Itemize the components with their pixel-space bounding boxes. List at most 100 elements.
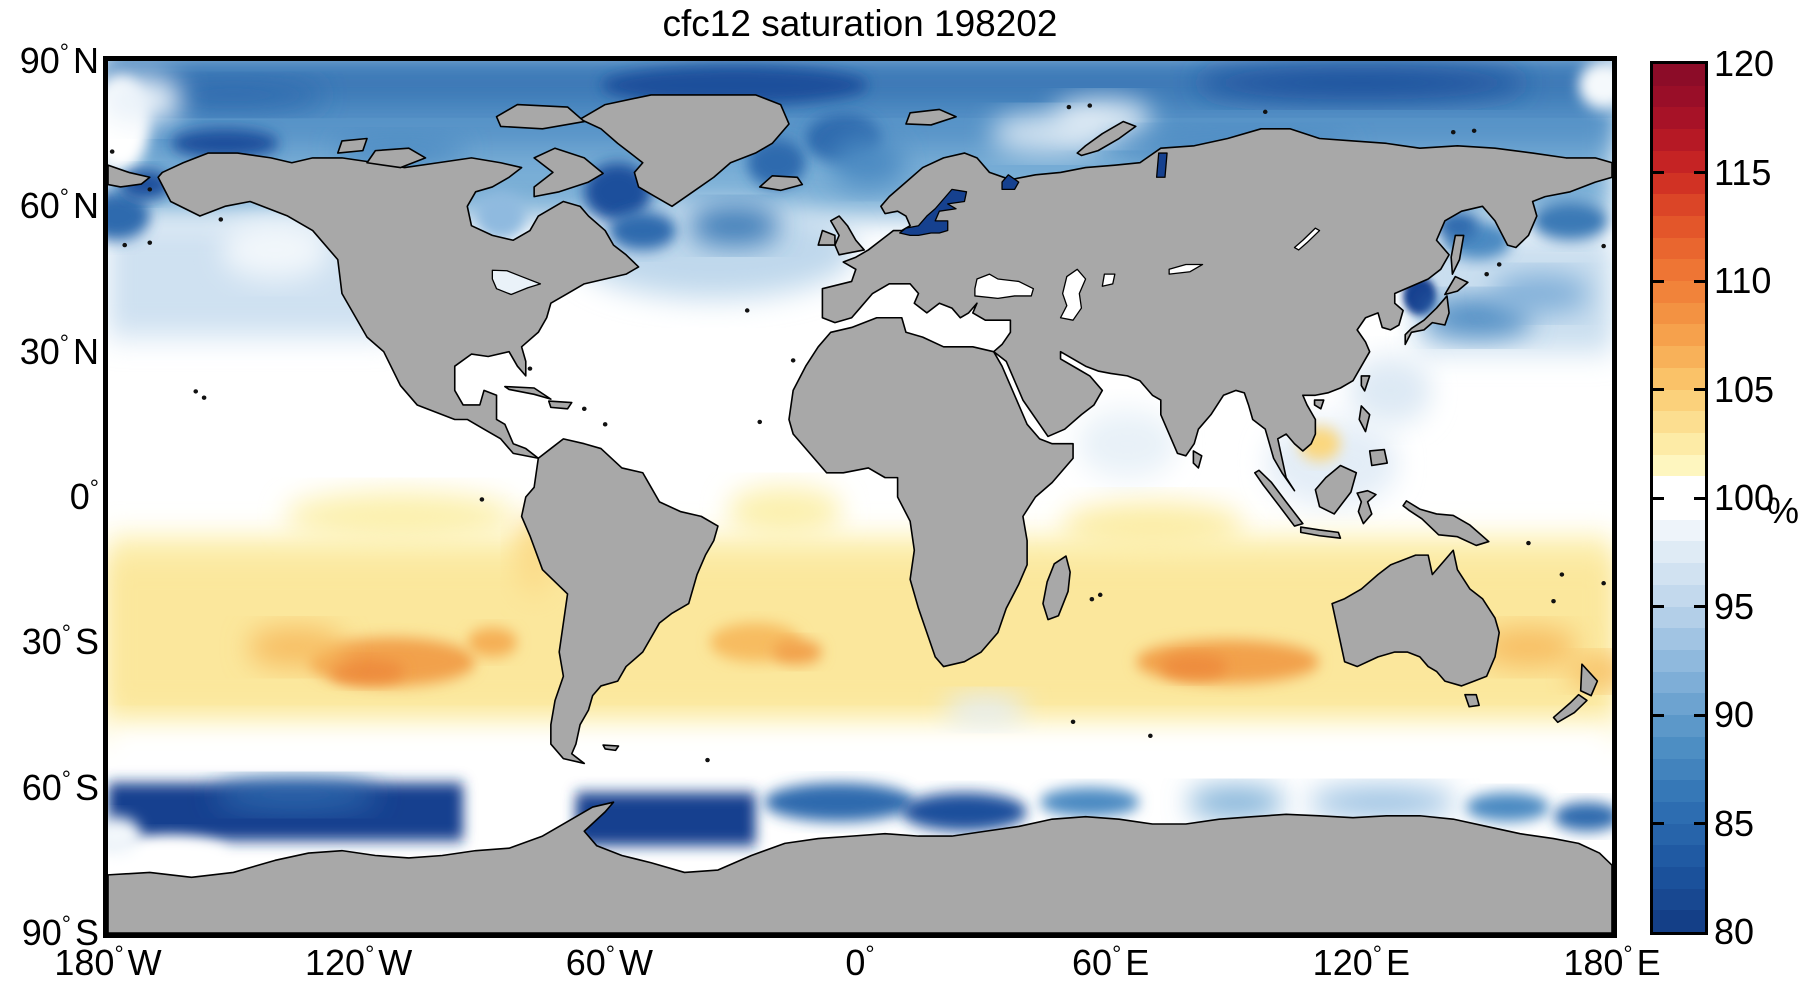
colorbar-segment: [1653, 107, 1705, 130]
colorbar-tick-label: 115: [1714, 151, 1772, 193]
landmass: [1315, 400, 1324, 409]
ocean-field-blob: [212, 780, 380, 810]
ocean-field-blob: [1465, 792, 1550, 822]
y-axis-tick-label: 90° N: [0, 39, 99, 83]
y-axis-tick-label: 60° N: [0, 184, 99, 228]
tick-number: 120: [1312, 942, 1373, 983]
degree-symbol: °: [61, 911, 71, 937]
ocean-field-blob: [1194, 65, 1529, 100]
tick-number: 60: [1072, 942, 1113, 983]
colorbar-segment: [1653, 64, 1705, 86]
ocean-field-blob: [475, 191, 526, 241]
colorbar-tick-label: 110: [1714, 260, 1772, 301]
degree-symbol: °: [59, 329, 69, 356]
hemisphere-letter: E: [1636, 942, 1661, 983]
colorbar-segment: [1653, 389, 1705, 412]
colorbar-tick: [1653, 171, 1664, 174]
tick-number: 180: [54, 942, 115, 983]
x-axis-tick-label: 180° W: [23, 941, 193, 984]
ocean-field-blob: [943, 695, 1028, 725]
landmass: [906, 109, 956, 125]
tick-number: 90: [19, 40, 60, 81]
island-dot: [1070, 719, 1076, 724]
colorbar-tick-label: 80: [1714, 911, 1755, 952]
x-axis-tick-label: 60° E: [1026, 941, 1196, 984]
y-axis-tick-label: 90° S: [0, 911, 99, 955]
ocean-field-blob: [245, 627, 347, 667]
colorbar-segment: [1653, 584, 1705, 607]
degree-symbol: °: [89, 475, 99, 501]
island-dot: [201, 395, 207, 400]
ocean-field-blob: [108, 75, 184, 124]
landmass: [522, 439, 718, 764]
island-dot: [122, 242, 128, 248]
colorbar-segment: [1653, 780, 1705, 802]
landmass: [789, 318, 1073, 667]
tick-number: 0: [69, 476, 90, 517]
island-dot: [527, 366, 533, 371]
island-dot: [1559, 572, 1565, 577]
colorbar-tick: [1694, 388, 1705, 391]
colorbar-segment: [1653, 649, 1705, 672]
colorbar-tick: [1653, 279, 1664, 283]
landmass: [505, 387, 551, 400]
island-dot: [109, 149, 115, 154]
island-dot: [757, 419, 763, 425]
island-dot: [1601, 581, 1606, 586]
x-axis-tick-label: 180° E: [1527, 941, 1697, 984]
ocean-field-blob: [1307, 787, 1458, 817]
hemisphere-letter: E: [1125, 942, 1150, 983]
island-dot: [1551, 598, 1556, 604]
landmass: [603, 745, 618, 750]
ocean-field-blob: [108, 816, 142, 856]
ocean-field-blob: [108, 191, 150, 241]
degree-symbol: °: [865, 941, 875, 967]
colorbar-segment: [1653, 172, 1705, 195]
x-axis-tick-label: 120° E: [1276, 941, 1446, 984]
saturation-field: [108, 61, 1612, 875]
ocean-field-blob: [1348, 356, 1433, 425]
hemisphere-letter: N: [73, 330, 99, 372]
landmass: [760, 176, 803, 191]
ocean-field-blob: [901, 792, 1028, 832]
colorbar-segment: [1653, 845, 1705, 868]
ocean-field-blob: [1077, 409, 1178, 478]
colorbar-segment: [1653, 498, 1705, 520]
island-dot: [790, 358, 796, 363]
island-dot: [193, 389, 199, 394]
island-dot: [1526, 540, 1531, 546]
landmass: [158, 153, 638, 458]
colorbar-segment: [1653, 324, 1705, 347]
landmass: [1043, 556, 1070, 619]
colorbar-tick: [1653, 713, 1664, 717]
island-dot: [1262, 109, 1268, 115]
island-dot: [147, 240, 153, 245]
tick-number: 60: [21, 766, 62, 808]
island-dot: [1601, 243, 1606, 249]
island-dot: [1471, 128, 1477, 133]
landmass: [1301, 527, 1341, 538]
landmass: [1193, 451, 1201, 468]
colorbar-segment: [1653, 541, 1705, 564]
landmass: [1077, 122, 1135, 156]
ocean-field-blob: [141, 80, 326, 110]
landmass: [1357, 491, 1376, 524]
hemisphere-letter: W: [127, 942, 162, 983]
degree-symbol: °: [114, 941, 124, 967]
map-frame: [103, 56, 1617, 938]
colorbar-segment: [1653, 150, 1705, 173]
lake: [900, 189, 967, 235]
island-dot: [1148, 733, 1153, 739]
degree-symbol: °: [59, 184, 69, 211]
landmass: [1403, 501, 1489, 546]
landmass: [1315, 466, 1356, 514]
tick-number: 60: [19, 185, 60, 227]
landmass: [1370, 450, 1388, 466]
hemisphere-letter: W: [378, 942, 413, 983]
island-dot: [1496, 262, 1502, 267]
ocean-field-blob: [1578, 61, 1612, 110]
landmass: [1445, 277, 1468, 295]
ocean-field-blob: [575, 792, 756, 846]
tick-number: 0: [845, 942, 866, 983]
colorbar-segment: [1653, 281, 1705, 303]
